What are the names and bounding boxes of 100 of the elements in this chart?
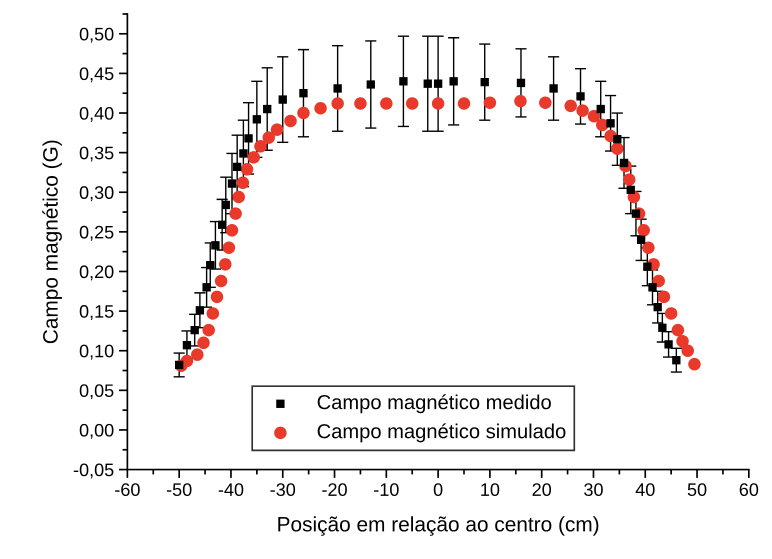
point <box>222 241 236 254</box>
y-tick-label: 0,25 <box>80 226 114 241</box>
point <box>218 220 226 229</box>
point <box>596 104 605 114</box>
point <box>637 224 650 237</box>
point <box>672 356 681 364</box>
point <box>648 283 657 292</box>
point <box>299 89 308 98</box>
x-tick-label: -20 <box>322 483 347 496</box>
point <box>191 348 204 361</box>
point <box>226 224 238 237</box>
point <box>643 262 652 271</box>
point <box>222 200 230 210</box>
point <box>672 324 684 336</box>
point <box>688 358 701 370</box>
point <box>588 110 600 122</box>
x-tick-label: 40 <box>636 483 655 496</box>
point <box>197 336 210 350</box>
point <box>676 334 689 348</box>
point <box>202 283 211 292</box>
point <box>406 97 418 110</box>
point <box>681 344 694 357</box>
point <box>399 77 408 86</box>
x-tick-label: -30 <box>270 483 296 496</box>
x-tick-label: 10 <box>481 483 500 496</box>
y-tick-label: 0,10 <box>80 344 114 360</box>
y-tick-label: 0,15 <box>80 305 114 320</box>
point <box>240 163 254 176</box>
x-tick-label: -60 <box>115 483 140 496</box>
point <box>270 123 284 136</box>
point <box>626 186 635 194</box>
x-tick-label: 30 <box>584 483 603 496</box>
point <box>236 176 250 189</box>
y-tick-label: 0,40 <box>80 106 114 122</box>
point <box>219 258 232 271</box>
point <box>576 92 585 101</box>
point <box>654 302 662 312</box>
point <box>434 80 442 88</box>
point <box>549 84 558 93</box>
y-axis-title: Campo magnético (G) <box>42 140 62 344</box>
point <box>613 134 622 144</box>
legend-label: Campo magnético simulado <box>318 423 566 442</box>
point <box>297 106 310 120</box>
x-tick-label: -40 <box>218 483 244 496</box>
x-axis-title: Posição em relação ao centro (cm) <box>278 516 598 536</box>
point <box>622 173 636 186</box>
point <box>366 80 375 89</box>
point <box>664 340 673 349</box>
point <box>228 179 236 188</box>
x-tick-label: 50 <box>688 483 706 496</box>
point <box>252 115 262 124</box>
point <box>278 95 287 104</box>
point <box>202 324 215 336</box>
point <box>210 290 224 304</box>
point <box>432 97 444 110</box>
point <box>480 78 489 86</box>
point <box>658 290 670 304</box>
point <box>182 341 192 350</box>
point <box>449 77 458 86</box>
point <box>180 354 194 368</box>
point <box>333 84 342 93</box>
y-tick-label: 0,05 <box>80 384 114 400</box>
point <box>331 97 344 110</box>
point <box>254 140 267 153</box>
y-tick-label: 0,35 <box>80 146 114 162</box>
point <box>263 104 272 114</box>
y-tick-label: 0,00 <box>80 424 114 439</box>
point <box>190 326 199 334</box>
point <box>284 114 297 128</box>
y-tick-label: 0,50 <box>80 28 114 43</box>
point <box>539 96 552 109</box>
point <box>484 96 496 109</box>
point <box>229 207 242 220</box>
point <box>652 274 665 288</box>
point <box>239 149 248 158</box>
point <box>664 307 678 320</box>
point <box>206 307 220 320</box>
point <box>576 104 589 117</box>
point <box>206 260 214 270</box>
point <box>262 131 276 144</box>
point <box>516 78 526 88</box>
point <box>196 306 204 314</box>
legend-label: Campo magnético medido <box>318 394 551 414</box>
x-tick-label: 20 <box>532 483 552 496</box>
y-tick-label: 0,45 <box>80 67 114 82</box>
point <box>642 241 655 254</box>
point <box>314 102 327 115</box>
point <box>232 190 245 204</box>
y-tick-label: 0,30 <box>80 186 114 202</box>
x-tick-label: -50 <box>166 483 192 496</box>
point <box>233 162 242 172</box>
point <box>214 274 228 288</box>
x-tick-label: 60 <box>740 483 758 496</box>
x-tick-label: -10 <box>374 483 399 496</box>
point <box>458 97 470 110</box>
point <box>424 80 432 88</box>
point <box>354 97 367 110</box>
point <box>211 241 220 250</box>
point <box>658 324 667 332</box>
point <box>606 119 615 128</box>
